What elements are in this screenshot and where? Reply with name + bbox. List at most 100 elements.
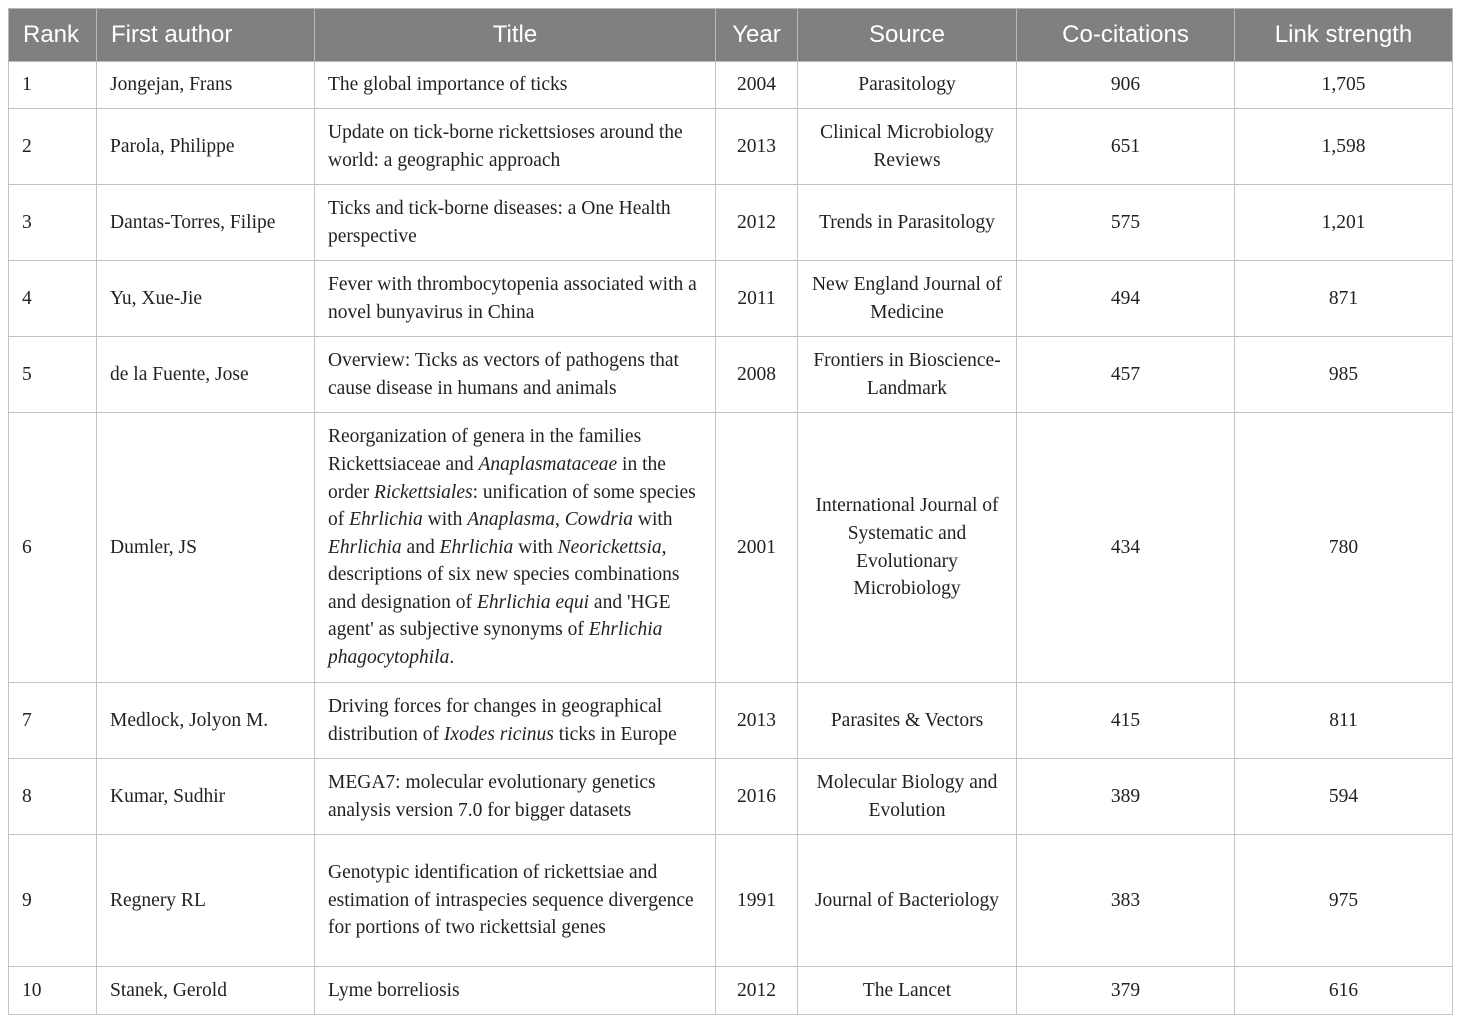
table-cell: International Journal of Systematic and … (797, 412, 1017, 683)
title-italic-text: Ehrlichia equi (476, 591, 590, 613)
table-cell: 1,705 (1234, 61, 1453, 109)
title-text: Reorganization of genera in the families… (328, 426, 642, 475)
table-cell: 1,201 (1234, 184, 1453, 261)
table-cell: Yu, Xue-Jie (96, 260, 315, 337)
column-header: Co-citations (1016, 8, 1235, 62)
table-row: 7 Medlock, Jolyon M. Driving forces for ch… (8, 682, 1453, 759)
title-italic-text: Anaplasmataceae (478, 453, 618, 475)
table-cell: Trends in Parasitology (797, 184, 1017, 261)
table-cell: 434 (1016, 412, 1235, 683)
table-cell: 985 (1234, 336, 1453, 413)
title-text: The global importance of ticks (328, 74, 568, 96)
column-header: Title (314, 8, 716, 62)
table-row: 6 Dumler, JS Reorganization of genera in t… (8, 412, 1453, 683)
table-row: 1 Jongejan, Frans The global importance of… (8, 61, 1453, 109)
title-cell: Reorganization of genera in the families… (314, 412, 716, 683)
table-cell: 3 (8, 184, 97, 261)
title-text: Update on tick-borne rickettsioses aroun… (328, 121, 683, 171)
table-cell: 383 (1016, 834, 1235, 967)
title-text: Ticks and tick-borne diseases: a One Hea… (328, 197, 671, 247)
table-cell: 2004 (715, 61, 798, 109)
table-cell: 415 (1016, 682, 1235, 759)
table-cell: Dantas-Torres, Filipe (96, 184, 315, 261)
title-text: Lyme borreliosis (328, 979, 460, 1001)
table-cell: Regnery RL (96, 834, 315, 967)
title-cell: Overview: Ticks as vectors of pathogens … (314, 336, 716, 413)
table-cell: de la Fuente, Jose (96, 336, 315, 413)
column-header: Link strength (1234, 8, 1453, 62)
table-cell: 2013 (715, 108, 798, 185)
title-text: with (513, 536, 558, 558)
table-cell: The Lancet (797, 966, 1017, 1015)
table-cell: 4 (8, 260, 97, 337)
title-text: : unification of some species of (328, 481, 696, 531)
title-italic-text: Rickettsiales (374, 481, 473, 503)
table-cell: 8 (8, 758, 97, 835)
table-cell: 651 (1016, 108, 1235, 185)
table-cell: Parasitology (797, 61, 1017, 109)
title-text: with (422, 509, 468, 531)
table-cell: Kumar, Sudhir (96, 758, 315, 835)
title-text: Genotypic identification of rickettsiae … (328, 862, 694, 939)
table-cell: 811 (1234, 682, 1453, 759)
table-cell: 2001 (715, 412, 798, 683)
table-cell: 906 (1016, 61, 1235, 109)
title-italic-text: Neorickettsia (557, 536, 662, 558)
title-text: MEGA7: molecular evolutionary genetics a… (328, 771, 656, 821)
title-cell: Update on tick-borne rickettsioses aroun… (314, 108, 716, 185)
title-text: , (554, 509, 565, 531)
table-cell: Clinical Microbiology Reviews (797, 108, 1017, 185)
table-cell: 1,598 (1234, 108, 1453, 185)
table-cell: 2012 (715, 966, 798, 1015)
title-text: with (633, 509, 673, 531)
table-cell: 379 (1016, 966, 1235, 1015)
title-text: and (401, 536, 440, 558)
table-cell: 616 (1234, 966, 1453, 1015)
table-row: 8 Kumar, Sudhir MEGA7: molecular evolution… (8, 758, 1453, 835)
title-cell: Lyme borreliosis (314, 966, 716, 1015)
column-header: Source (797, 8, 1017, 62)
table-cell: Journal of Bacteriology (797, 834, 1017, 967)
table-row: 5 de la Fuente, Jose Overview: Ticks as ve… (8, 336, 1453, 413)
table-cell: Jongejan, Frans (96, 61, 315, 109)
table-cell: 975 (1234, 834, 1453, 967)
column-header: First author (96, 8, 315, 62)
title-cell: Fever with thrombocytopenia associated w… (314, 260, 716, 337)
title-italic-text: Anaplasma (467, 509, 555, 531)
table-cell: 2008 (715, 336, 798, 413)
table-cell: 2012 (715, 184, 798, 261)
table-cell: 389 (1016, 758, 1235, 835)
table-row: 10 Stanek, Gerold Lyme borreliosis 2012 The … (8, 966, 1453, 1015)
title-text: ticks in Europe (553, 723, 677, 745)
title-cell: Ticks and tick-borne diseases: a One Hea… (314, 184, 716, 261)
table-cell: 2013 (715, 682, 798, 759)
title-italic-text: Ehrlichia phagocytophila (328, 619, 663, 669)
title-italic-text: Ehrlichia (349, 509, 423, 531)
table-cell: 5 (8, 336, 97, 413)
table-header: Rank First author Title Year Source Co-citati… (8, 8, 1453, 62)
column-header: Rank (8, 8, 97, 62)
title-text: Driving forces for changes in geographic… (328, 695, 663, 745)
table-cell: 7 (8, 682, 97, 759)
table-cell: 494 (1016, 260, 1235, 337)
table-cell: Parola, Philippe (96, 108, 315, 185)
column-header: Year (715, 8, 798, 62)
table-cell: 1991 (715, 834, 798, 967)
title-italic-text: Cowdria (564, 509, 633, 531)
title-cell: Driving forces for changes in geographic… (314, 682, 716, 759)
title-text: Overview: Ticks as vectors of pathogens … (328, 349, 679, 399)
table-cell: Molecular Biology and Evolution (797, 758, 1017, 835)
table-cell: 2016 (715, 758, 798, 835)
title-text: , descriptions of six new species combin… (328, 536, 680, 613)
data-table: Rank First author Title Year Source Co-citati… (8, 8, 1453, 1015)
table-cell: 9 (8, 834, 97, 967)
title-italic-text: Ehrlichia (439, 536, 514, 558)
title-italic-text: Ehrlichia (328, 536, 402, 558)
title-text: Fever with thrombocytopenia associated w… (328, 273, 697, 323)
table-cell: 594 (1234, 758, 1453, 835)
table-row: 9 Regnery RL Genotypic identification of r… (8, 834, 1453, 967)
title-text: in the order (328, 453, 666, 503)
title-cell: Genotypic identification of rickettsiae … (314, 834, 716, 967)
table-body: 1 Jongejan, Frans The global importance of… (8, 61, 1453, 1015)
